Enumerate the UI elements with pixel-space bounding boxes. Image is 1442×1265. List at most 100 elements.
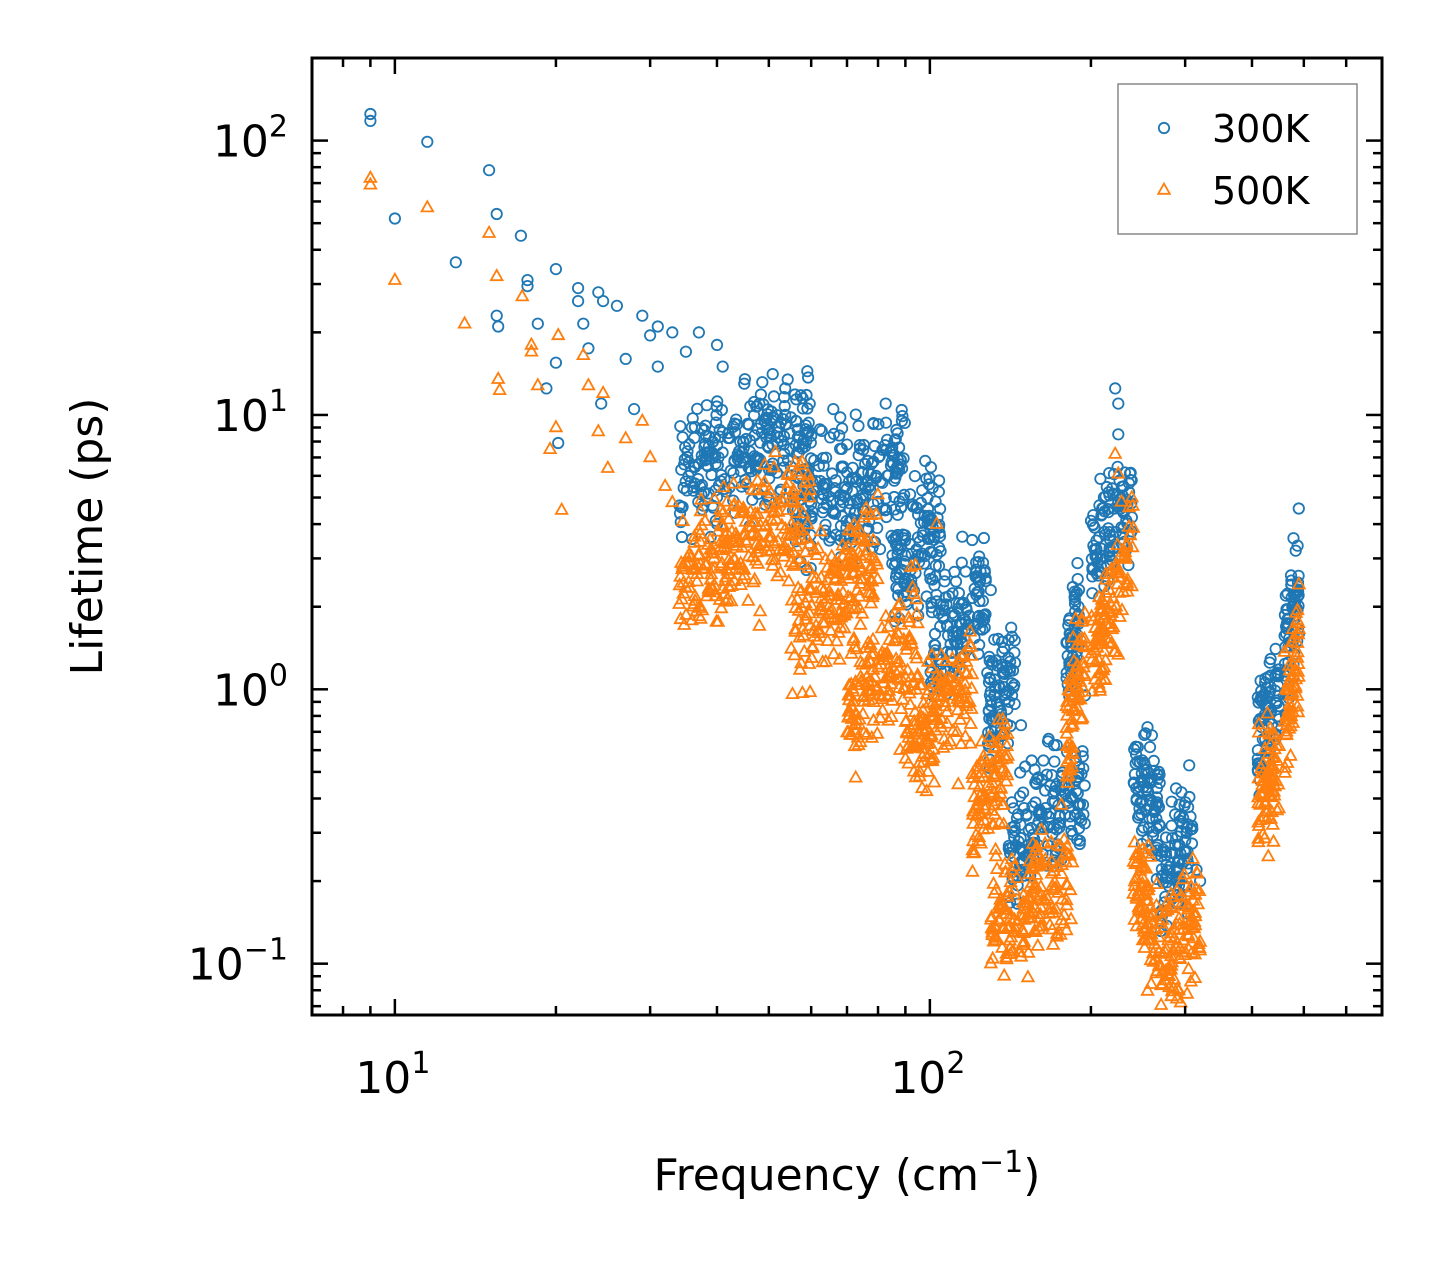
data-point-300K bbox=[1014, 818, 1027, 831]
data-point-500K bbox=[790, 591, 805, 605]
data-point-500K bbox=[996, 816, 1012, 830]
data-point-500K bbox=[1098, 672, 1113, 685]
data-point-500K bbox=[1059, 725, 1075, 739]
data-point-500K bbox=[853, 616, 868, 630]
data-point-500K bbox=[853, 570, 869, 584]
data-point-300K bbox=[908, 469, 922, 483]
data-point-300K bbox=[933, 530, 947, 543]
data-point-300K bbox=[549, 262, 563, 276]
data-point-500K bbox=[912, 733, 927, 747]
data-point-300K bbox=[1287, 532, 1300, 545]
data-point-500K bbox=[1020, 969, 1036, 983]
data-point-500K bbox=[984, 920, 999, 934]
data-point-500K bbox=[924, 660, 940, 674]
data-point-500K bbox=[697, 512, 713, 526]
data-point-500K bbox=[1260, 705, 1275, 719]
data-point-300K bbox=[790, 393, 803, 406]
data-point-500K bbox=[1181, 961, 1196, 975]
data-point-500K bbox=[457, 315, 472, 329]
data-point-500K bbox=[1117, 547, 1133, 561]
data-point-500K bbox=[691, 608, 707, 622]
data-point-500K bbox=[1124, 489, 1140, 503]
points-layer bbox=[363, 107, 1307, 1010]
data-point-500K bbox=[1071, 632, 1087, 646]
data-point-300K bbox=[926, 481, 939, 494]
data-point-500K bbox=[790, 580, 806, 594]
data-point-500K bbox=[964, 700, 979, 714]
data-point-300K bbox=[449, 256, 462, 269]
data-point-500K bbox=[786, 544, 801, 558]
data-point-500K bbox=[1070, 658, 1086, 672]
data-point-500K bbox=[514, 288, 530, 302]
data-point-300K bbox=[959, 565, 972, 578]
data-point-500K bbox=[709, 613, 724, 627]
data-point-500K bbox=[765, 504, 781, 518]
data-point-500K bbox=[1044, 865, 1060, 879]
data-point-300K bbox=[681, 450, 694, 464]
data-point-500K bbox=[851, 737, 866, 751]
data-point-500K bbox=[911, 723, 926, 736]
data-point-500K bbox=[933, 647, 949, 660]
data-point-300K bbox=[887, 457, 900, 470]
data-point-500K bbox=[718, 569, 734, 583]
data-point-300K bbox=[928, 530, 941, 544]
data-point-500K bbox=[735, 502, 751, 516]
data-point-500K bbox=[999, 886, 1015, 900]
data-point-500K bbox=[1127, 911, 1142, 925]
data-point-300K bbox=[1007, 826, 1020, 839]
data-point-300K bbox=[827, 402, 840, 416]
data-point-500K bbox=[884, 708, 899, 722]
legend: 300K 500K bbox=[1117, 83, 1358, 235]
data-point-500K bbox=[965, 845, 981, 859]
data-point-300K bbox=[834, 533, 847, 547]
data-point-500K bbox=[798, 474, 813, 488]
data-point-500K bbox=[969, 758, 985, 772]
data-point-500K bbox=[1063, 911, 1079, 925]
data-point-500K bbox=[829, 633, 844, 647]
data-point-500K bbox=[755, 500, 771, 514]
data-point-500K bbox=[726, 475, 742, 489]
data-point-500K bbox=[1160, 932, 1176, 946]
data-point-300K bbox=[1255, 695, 1269, 708]
data-point-500K bbox=[642, 449, 658, 463]
data-point-300K bbox=[636, 309, 649, 322]
data-point-300K bbox=[1270, 696, 1284, 710]
data-point-300K bbox=[938, 575, 951, 588]
data-point-300K bbox=[944, 638, 957, 651]
data-point-300K bbox=[1139, 727, 1152, 740]
data-point-300K bbox=[932, 485, 946, 498]
data-point-300K bbox=[1100, 480, 1113, 494]
data-point-300K bbox=[754, 417, 768, 430]
data-point-500K bbox=[1190, 896, 1206, 910]
data-point-300K bbox=[1140, 783, 1153, 796]
data-point-500K bbox=[861, 691, 877, 705]
data-point-500K bbox=[1265, 816, 1281, 830]
data-point-300K bbox=[889, 530, 902, 544]
data-point-500K bbox=[1033, 918, 1049, 932]
data-point-300K bbox=[1047, 739, 1061, 752]
data-point-500K bbox=[841, 522, 856, 536]
data-point-500K bbox=[1181, 915, 1197, 929]
data-point-500K bbox=[929, 666, 945, 680]
data-point-300K bbox=[946, 606, 959, 620]
data-point-500K bbox=[823, 622, 839, 636]
data-point-300K bbox=[1165, 795, 1178, 808]
data-point-500K bbox=[900, 662, 915, 676]
data-point-500K bbox=[720, 591, 735, 605]
data-point-500K bbox=[1173, 887, 1189, 901]
data-point-500K bbox=[1002, 884, 1017, 898]
data-point-500K bbox=[972, 815, 988, 829]
data-point-300K bbox=[949, 575, 963, 588]
data-point-300K bbox=[950, 638, 963, 651]
data-point-500K bbox=[794, 531, 809, 544]
data-point-500K bbox=[1140, 982, 1155, 996]
data-point-500K bbox=[977, 789, 992, 803]
data-point-500K bbox=[1003, 929, 1019, 943]
data-point-500K bbox=[1037, 835, 1053, 849]
data-point-500K bbox=[775, 543, 791, 556]
data-point-500K bbox=[773, 564, 788, 578]
data-point-500K bbox=[1143, 952, 1159, 966]
data-point-500K bbox=[1064, 718, 1080, 732]
data-point-500K bbox=[992, 896, 1008, 910]
data-point-500K bbox=[952, 711, 968, 725]
